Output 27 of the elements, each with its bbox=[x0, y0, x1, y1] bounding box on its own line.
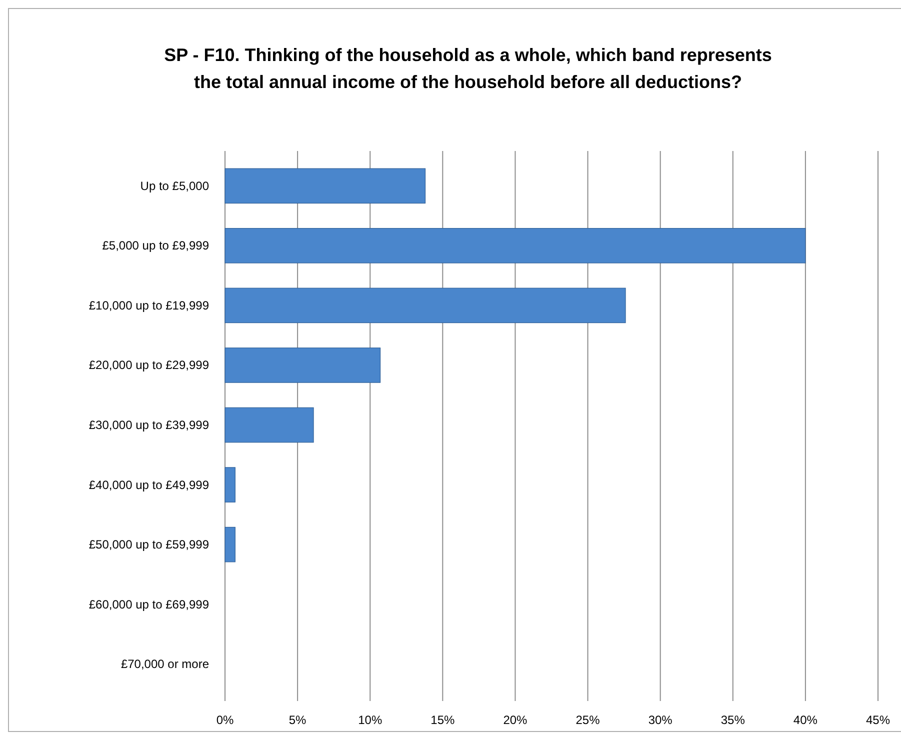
bar bbox=[224, 467, 236, 502]
bar bbox=[224, 348, 381, 383]
bar bbox=[224, 228, 806, 264]
x-tick-label: 40% bbox=[793, 713, 818, 727]
x-tick-label: 20% bbox=[503, 713, 528, 727]
y-tick-label: £20,000 up to £29,999 bbox=[88, 358, 210, 372]
bar bbox=[224, 288, 626, 324]
bar bbox=[224, 407, 314, 443]
y-tick-label: £40,000 up to £49,999 bbox=[88, 478, 210, 492]
y-tick-label: £5,000 up to £9,999 bbox=[102, 238, 210, 253]
x-tick-label: 15% bbox=[430, 713, 455, 727]
y-tick-label: £10,000 up to £19,999 bbox=[88, 298, 210, 312]
x-tick-label: 45% bbox=[866, 713, 890, 727]
x-tick-label: 25% bbox=[576, 713, 600, 727]
y-tick-label: £60,000 up to £69,999 bbox=[88, 597, 210, 612]
y-tick-label: £50,000 up to £59,999 bbox=[88, 538, 210, 552]
x-tick-label: 5% bbox=[288, 713, 307, 727]
chart-title: SP - F10. Thinking of the household as a whole, which band represents the total annual income of the household before all deductions? bbox=[164, 45, 772, 92]
bar bbox=[224, 526, 236, 562]
bar bbox=[224, 168, 426, 204]
x-tick-label: 35% bbox=[720, 713, 746, 727]
y-tick-label: £30,000 up to £39,999 bbox=[88, 418, 210, 432]
x-tick-label: 0% bbox=[216, 713, 234, 727]
x-tick-label: 10% bbox=[358, 713, 382, 727]
y-tick-label: Up to £5,000 bbox=[140, 178, 210, 193]
x-tick-label: 30% bbox=[648, 713, 673, 727]
y-tick-label: £70,000 or more bbox=[120, 657, 210, 672]
